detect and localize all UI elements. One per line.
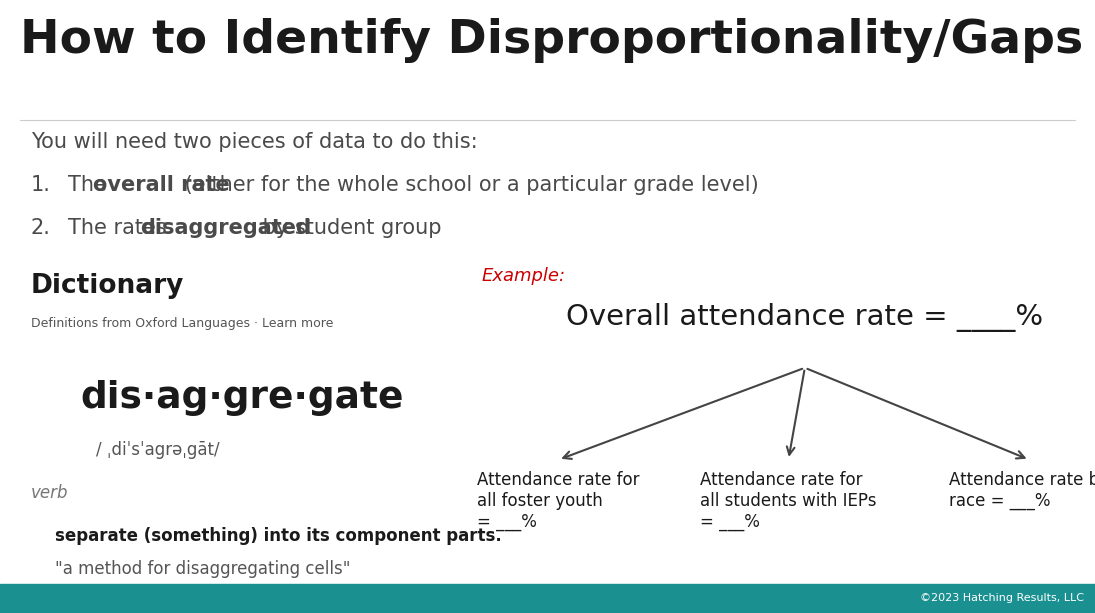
Text: disaggregated: disaggregated	[140, 218, 311, 238]
Text: Example:: Example:	[482, 267, 566, 284]
Text: by student group: by student group	[256, 218, 441, 238]
Text: (either for the whole school or a particular grade level): (either for the whole school or a partic…	[178, 175, 759, 195]
Text: ©2023 Hatching Results, LLC: ©2023 Hatching Results, LLC	[920, 593, 1084, 603]
Text: 1.: 1.	[31, 175, 50, 195]
Text: You will need two pieces of data to do this:: You will need two pieces of data to do t…	[31, 132, 477, 152]
Text: Attendance rate for
all foster youth
= ___%: Attendance rate for all foster youth = _…	[477, 471, 639, 531]
Text: / ˌdiˈsˈagrəˌgāt/: / ˌdiˈsˈagrəˌgāt/	[96, 441, 220, 459]
Text: Dictionary: Dictionary	[31, 273, 184, 299]
Text: overall rate: overall rate	[93, 175, 230, 195]
Text: 2.: 2.	[31, 218, 50, 238]
Text: verb: verb	[31, 484, 68, 502]
Text: "a method for disaggregating cells": "a method for disaggregating cells"	[55, 560, 350, 577]
Bar	[0, 584, 1095, 613]
Text: Attendance rate by
race = ___%: Attendance rate by race = ___%	[949, 471, 1095, 510]
Text: The: The	[68, 175, 114, 195]
Text: Definitions from Oxford Languages · Learn more: Definitions from Oxford Languages · Lear…	[31, 317, 333, 330]
Text: How to Identify Disproportionality/Gaps in School Data: How to Identify Disproportionality/Gaps …	[20, 18, 1095, 63]
Text: The rates: The rates	[68, 218, 173, 238]
Text: dis·ag·gre·gate: dis·ag·gre·gate	[80, 380, 403, 416]
Text: separate (something) into its component parts.: separate (something) into its component …	[55, 527, 502, 545]
Text: Attendance rate for
all students with IEPs
= ___%: Attendance rate for all students with IE…	[700, 471, 877, 531]
Text: Overall attendance rate = ____%: Overall attendance rate = ____%	[566, 303, 1044, 332]
